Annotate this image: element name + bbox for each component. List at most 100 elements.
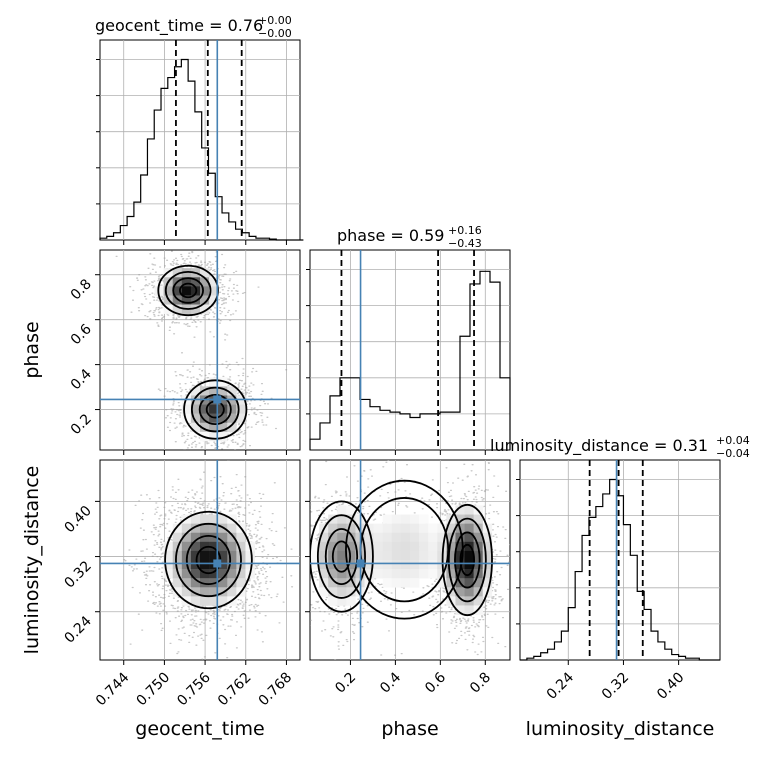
density-cell: [200, 386, 210, 396]
title-geocent-time-minus: −0.00: [258, 27, 292, 40]
density-cell: [410, 523, 420, 534]
density-cell: [391, 514, 402, 524]
density-contour: [310, 500, 374, 613]
density-cell: [337, 514, 347, 524]
density-cell: [455, 587, 465, 597]
ylabel-luminosity-distance: luminosity_distance: [21, 466, 43, 655]
density-cell: [382, 514, 393, 524]
density-cell: [209, 404, 219, 414]
density-cell: [209, 422, 219, 433]
density-cell: [328, 514, 338, 524]
title-luminosity-distance-plus: +0.04: [716, 434, 750, 447]
ytick-label-phase: 0.6: [68, 321, 95, 348]
density-cell: [227, 560, 237, 570]
density-cell: [218, 404, 228, 414]
density-cell: [464, 578, 474, 588]
density-cell: [190, 578, 201, 588]
xtick-label-geocent-time: 0.744: [93, 669, 133, 709]
density-cell: [227, 578, 237, 588]
density-cell: [400, 578, 411, 588]
density-cell: [373, 569, 384, 579]
density-cell: [190, 532, 201, 543]
density-cell: [181, 277, 192, 287]
panel-content: [100, 250, 300, 450]
density-cell: [310, 560, 320, 570]
histogram-step-geocent-time: [99, 58, 304, 241]
density-cell: [319, 541, 329, 552]
density-cell: [181, 413, 192, 424]
density-cell: [209, 569, 219, 579]
xtick-label-geocent-time: 0.768: [256, 670, 296, 710]
xtick-label-phase: 0.4: [377, 669, 404, 696]
density-cell: [209, 377, 219, 387]
density-cell: [455, 605, 465, 615]
density-cell: [346, 505, 356, 515]
density-cell: [172, 560, 183, 570]
density-cell: [218, 431, 228, 442]
scatter-panel-luminosity-distance-vs-geocent-time: [95, 459, 301, 665]
density-cell: [181, 295, 192, 305]
density-cell: [391, 569, 402, 579]
title-luminosity-distance-minus: −0.04: [716, 447, 750, 460]
title-phase: phase = 0.59: [337, 226, 444, 245]
density-cell: [181, 587, 192, 597]
density-contour: [172, 277, 204, 304]
density-cell: [455, 505, 465, 515]
density-cell: [346, 550, 356, 561]
density-cell: [391, 550, 402, 561]
hist-panel-luminosity-distance: [516, 459, 721, 665]
density-cell: [400, 532, 411, 543]
xtick-label-luminosity-distance: 0.32: [599, 670, 632, 703]
density-contour: [183, 379, 248, 440]
density-cell: [181, 404, 192, 414]
density-contour: [175, 522, 242, 598]
density-cell: [391, 560, 402, 570]
density-cell: [337, 587, 347, 597]
density-cell: [364, 550, 374, 561]
density-cell: [346, 532, 356, 543]
density-cell: [400, 560, 411, 570]
xtick-label-phase: 0.8: [467, 670, 494, 697]
hist-panel-luminosity-distance-frame: [519, 459, 721, 661]
density-cell: [328, 523, 338, 534]
ytick-label-phase: 0.8: [68, 276, 95, 303]
density-cell: [218, 596, 228, 606]
xtick-label-phase: 0.6: [422, 669, 449, 696]
ytick-label-luminosity-distance: 0.40: [61, 503, 94, 536]
hist-panel-geocent-time: [96, 39, 304, 245]
density-cell: [236, 404, 246, 414]
density-cell: [382, 523, 393, 534]
density-cell: [200, 560, 210, 570]
density-cell: [209, 295, 219, 305]
density-cell: [328, 587, 338, 597]
density-cell: [190, 404, 201, 414]
density-cell: [218, 541, 228, 552]
density-cell: [337, 569, 347, 579]
density-cell: [227, 422, 237, 433]
density-cell: [227, 386, 237, 396]
density-cell: [428, 523, 438, 534]
ytick-label-luminosity-distance: 0.24: [61, 613, 94, 646]
density-cell: [428, 541, 438, 552]
density-cell: [172, 523, 183, 534]
density-cell: [319, 569, 329, 579]
title-phase-minus: −0.43: [448, 237, 482, 250]
density-cell: [209, 550, 219, 561]
density-contour: [185, 534, 232, 586]
density-cell: [346, 523, 356, 534]
density-cell: [391, 541, 402, 552]
density-cell: [209, 431, 219, 442]
density-cell: [172, 550, 183, 561]
title-luminosity-distance: luminosity_distance = 0.31: [490, 436, 708, 456]
density-cell: [218, 550, 228, 561]
scatter-panel-phase-vs-geocent-time-frame: [99, 249, 301, 451]
density-cell: [437, 532, 447, 543]
density-cell: [200, 268, 210, 278]
density-cell: [464, 523, 474, 534]
ytick-label-phase: 0.2: [68, 411, 95, 438]
density-cell: [455, 541, 465, 552]
density-contour: [190, 386, 240, 433]
density-cell: [190, 523, 201, 534]
scatter-panel-phase-vs-geocent-time: [95, 249, 301, 455]
